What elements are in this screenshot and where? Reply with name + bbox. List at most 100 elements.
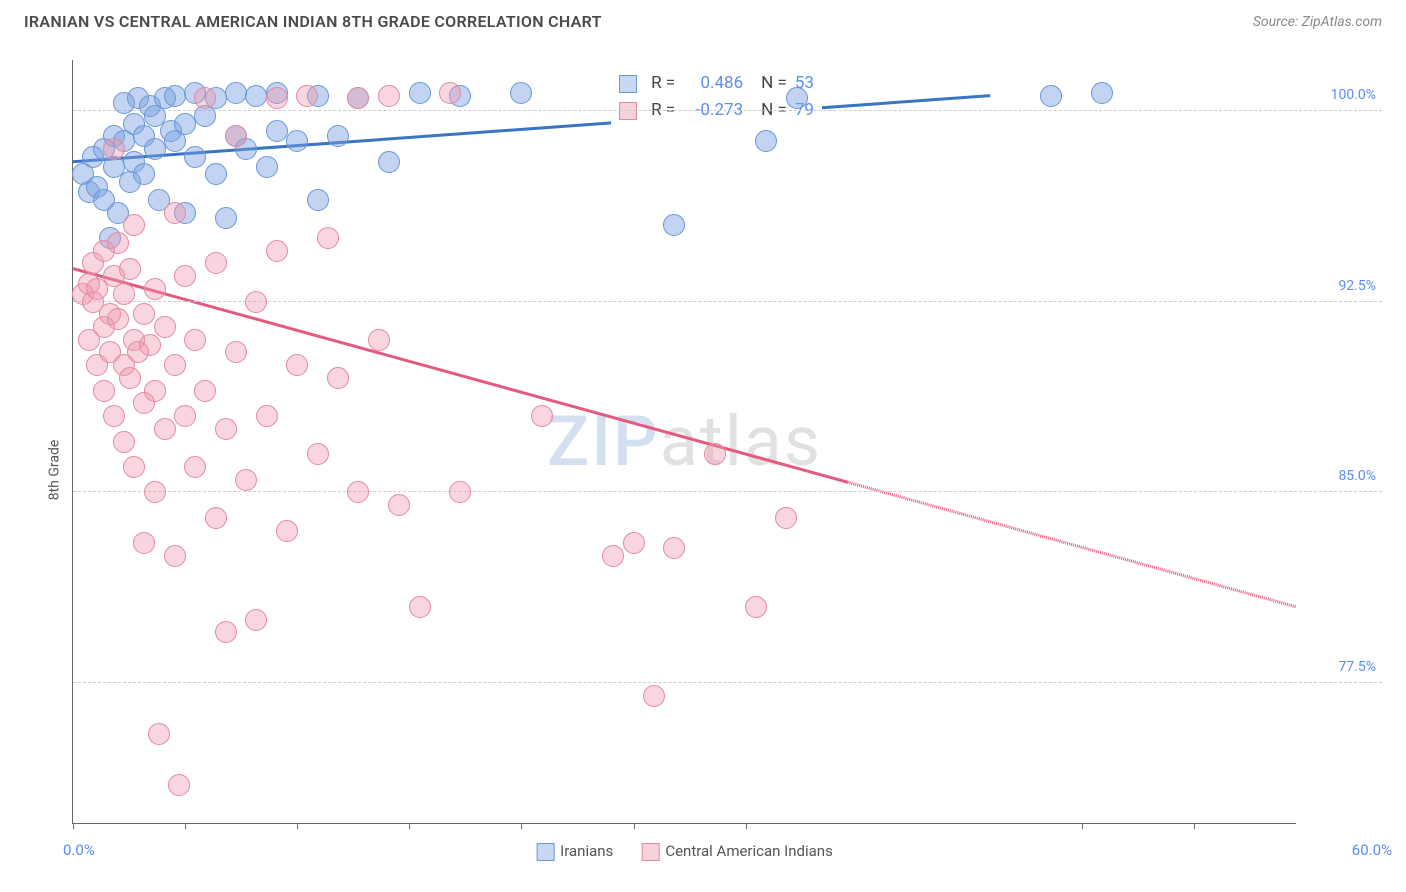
trend-lines-svg	[73, 60, 1296, 823]
chart-container: 8th Grade ZIPatlas R =0.486N =53R =-0.27…	[24, 48, 1382, 892]
scatter-point	[286, 354, 308, 376]
legend-label: Iranians	[560, 842, 613, 860]
scatter-point	[144, 380, 166, 402]
scatter-point	[225, 341, 247, 363]
scatter-point	[704, 443, 726, 465]
legend-item: Iranians	[536, 842, 613, 861]
r-value: 0.486	[683, 70, 743, 97]
gridline	[73, 110, 1382, 111]
source-label: Source: ZipAtlas.com	[1253, 14, 1382, 30]
scatter-point	[307, 443, 329, 465]
scatter-point	[378, 85, 400, 107]
scatter-point	[174, 113, 196, 135]
scatter-point	[409, 596, 431, 618]
gridline	[73, 491, 1382, 492]
scatter-point	[745, 596, 767, 618]
scatter-point	[368, 329, 390, 351]
scatter-point	[107, 308, 129, 330]
scatter-point	[276, 520, 298, 542]
scatter-point	[119, 367, 141, 389]
scatter-point	[266, 240, 288, 262]
x-tick	[1082, 823, 1083, 829]
scatter-point	[133, 163, 155, 185]
scatter-point	[164, 85, 186, 107]
scatter-point	[144, 138, 166, 160]
scatter-point	[225, 82, 247, 104]
scatter-point	[531, 405, 553, 427]
scatter-point	[184, 456, 206, 478]
scatter-point	[409, 82, 431, 104]
scatter-point	[103, 405, 125, 427]
legend-swatch-icon	[536, 843, 554, 861]
scatter-point	[388, 494, 410, 516]
scatter-point	[113, 283, 135, 305]
scatter-point	[194, 87, 216, 109]
watermark-atlas: atlas	[660, 401, 822, 483]
legend-item: Central American Indians	[641, 842, 833, 861]
x-axis-min-label: 0.0%	[63, 841, 95, 859]
scatter-point	[449, 481, 471, 503]
scatter-point	[347, 481, 369, 503]
scatter-point	[144, 481, 166, 503]
scatter-point	[123, 456, 145, 478]
x-tick	[746, 823, 747, 829]
scatter-point	[148, 723, 170, 745]
scatter-point	[786, 87, 808, 109]
y-tick-label: 77.5%	[1338, 659, 1376, 675]
scatter-point	[174, 405, 196, 427]
scatter-point	[93, 380, 115, 402]
x-tick	[297, 823, 298, 829]
correlation-row: R =0.486N =53	[619, 70, 814, 97]
gridline	[73, 682, 1382, 683]
x-tick	[634, 823, 635, 829]
scatter-point	[215, 621, 237, 643]
scatter-point	[133, 303, 155, 325]
scatter-point	[266, 120, 288, 142]
scatter-point	[378, 151, 400, 173]
scatter-point	[602, 545, 624, 567]
scatter-point	[205, 507, 227, 529]
scatter-point	[215, 418, 237, 440]
scatter-point	[347, 87, 369, 109]
y-axis-label: 8th Grade	[46, 440, 62, 501]
scatter-point	[286, 130, 308, 152]
scatter-point	[245, 85, 267, 107]
scatter-point	[1040, 85, 1062, 107]
series-legend: Iranians Central American Indians	[536, 842, 833, 861]
y-tick-label: 92.5%	[1338, 278, 1376, 294]
scatter-point	[327, 125, 349, 147]
scatter-point	[164, 354, 186, 376]
scatter-point	[643, 685, 665, 707]
y-tick-label: 85.0%	[1338, 468, 1376, 484]
scatter-point	[107, 232, 129, 254]
watermark-zip: ZIP	[547, 401, 660, 483]
scatter-point	[194, 380, 216, 402]
x-tick	[73, 823, 74, 829]
scatter-point	[205, 252, 227, 274]
n-label: N =	[761, 70, 787, 97]
scatter-point	[245, 291, 267, 313]
scatter-point	[755, 130, 777, 152]
plot-area: ZIPatlas R =0.486N =53R =-0.273N =79 0.0…	[72, 60, 1296, 824]
scatter-point	[663, 537, 685, 559]
scatter-point	[623, 532, 645, 554]
scatter-point	[256, 405, 278, 427]
legend-swatch-icon	[641, 843, 659, 861]
scatter-point	[139, 334, 161, 356]
x-axis-max-label: 60.0%	[1352, 841, 1392, 859]
scatter-point	[317, 227, 339, 249]
scatter-point	[154, 418, 176, 440]
r-label: R =	[651, 70, 675, 97]
legend-label: Central American Indians	[665, 842, 833, 860]
scatter-point	[296, 85, 318, 107]
x-tick	[185, 823, 186, 829]
scatter-point	[103, 138, 125, 160]
scatter-point	[184, 329, 206, 351]
scatter-point	[144, 278, 166, 300]
scatter-point	[113, 431, 135, 453]
scatter-point	[123, 214, 145, 236]
scatter-point	[245, 609, 267, 631]
scatter-point	[1091, 82, 1113, 104]
scatter-point	[164, 202, 186, 224]
scatter-point	[119, 258, 141, 280]
